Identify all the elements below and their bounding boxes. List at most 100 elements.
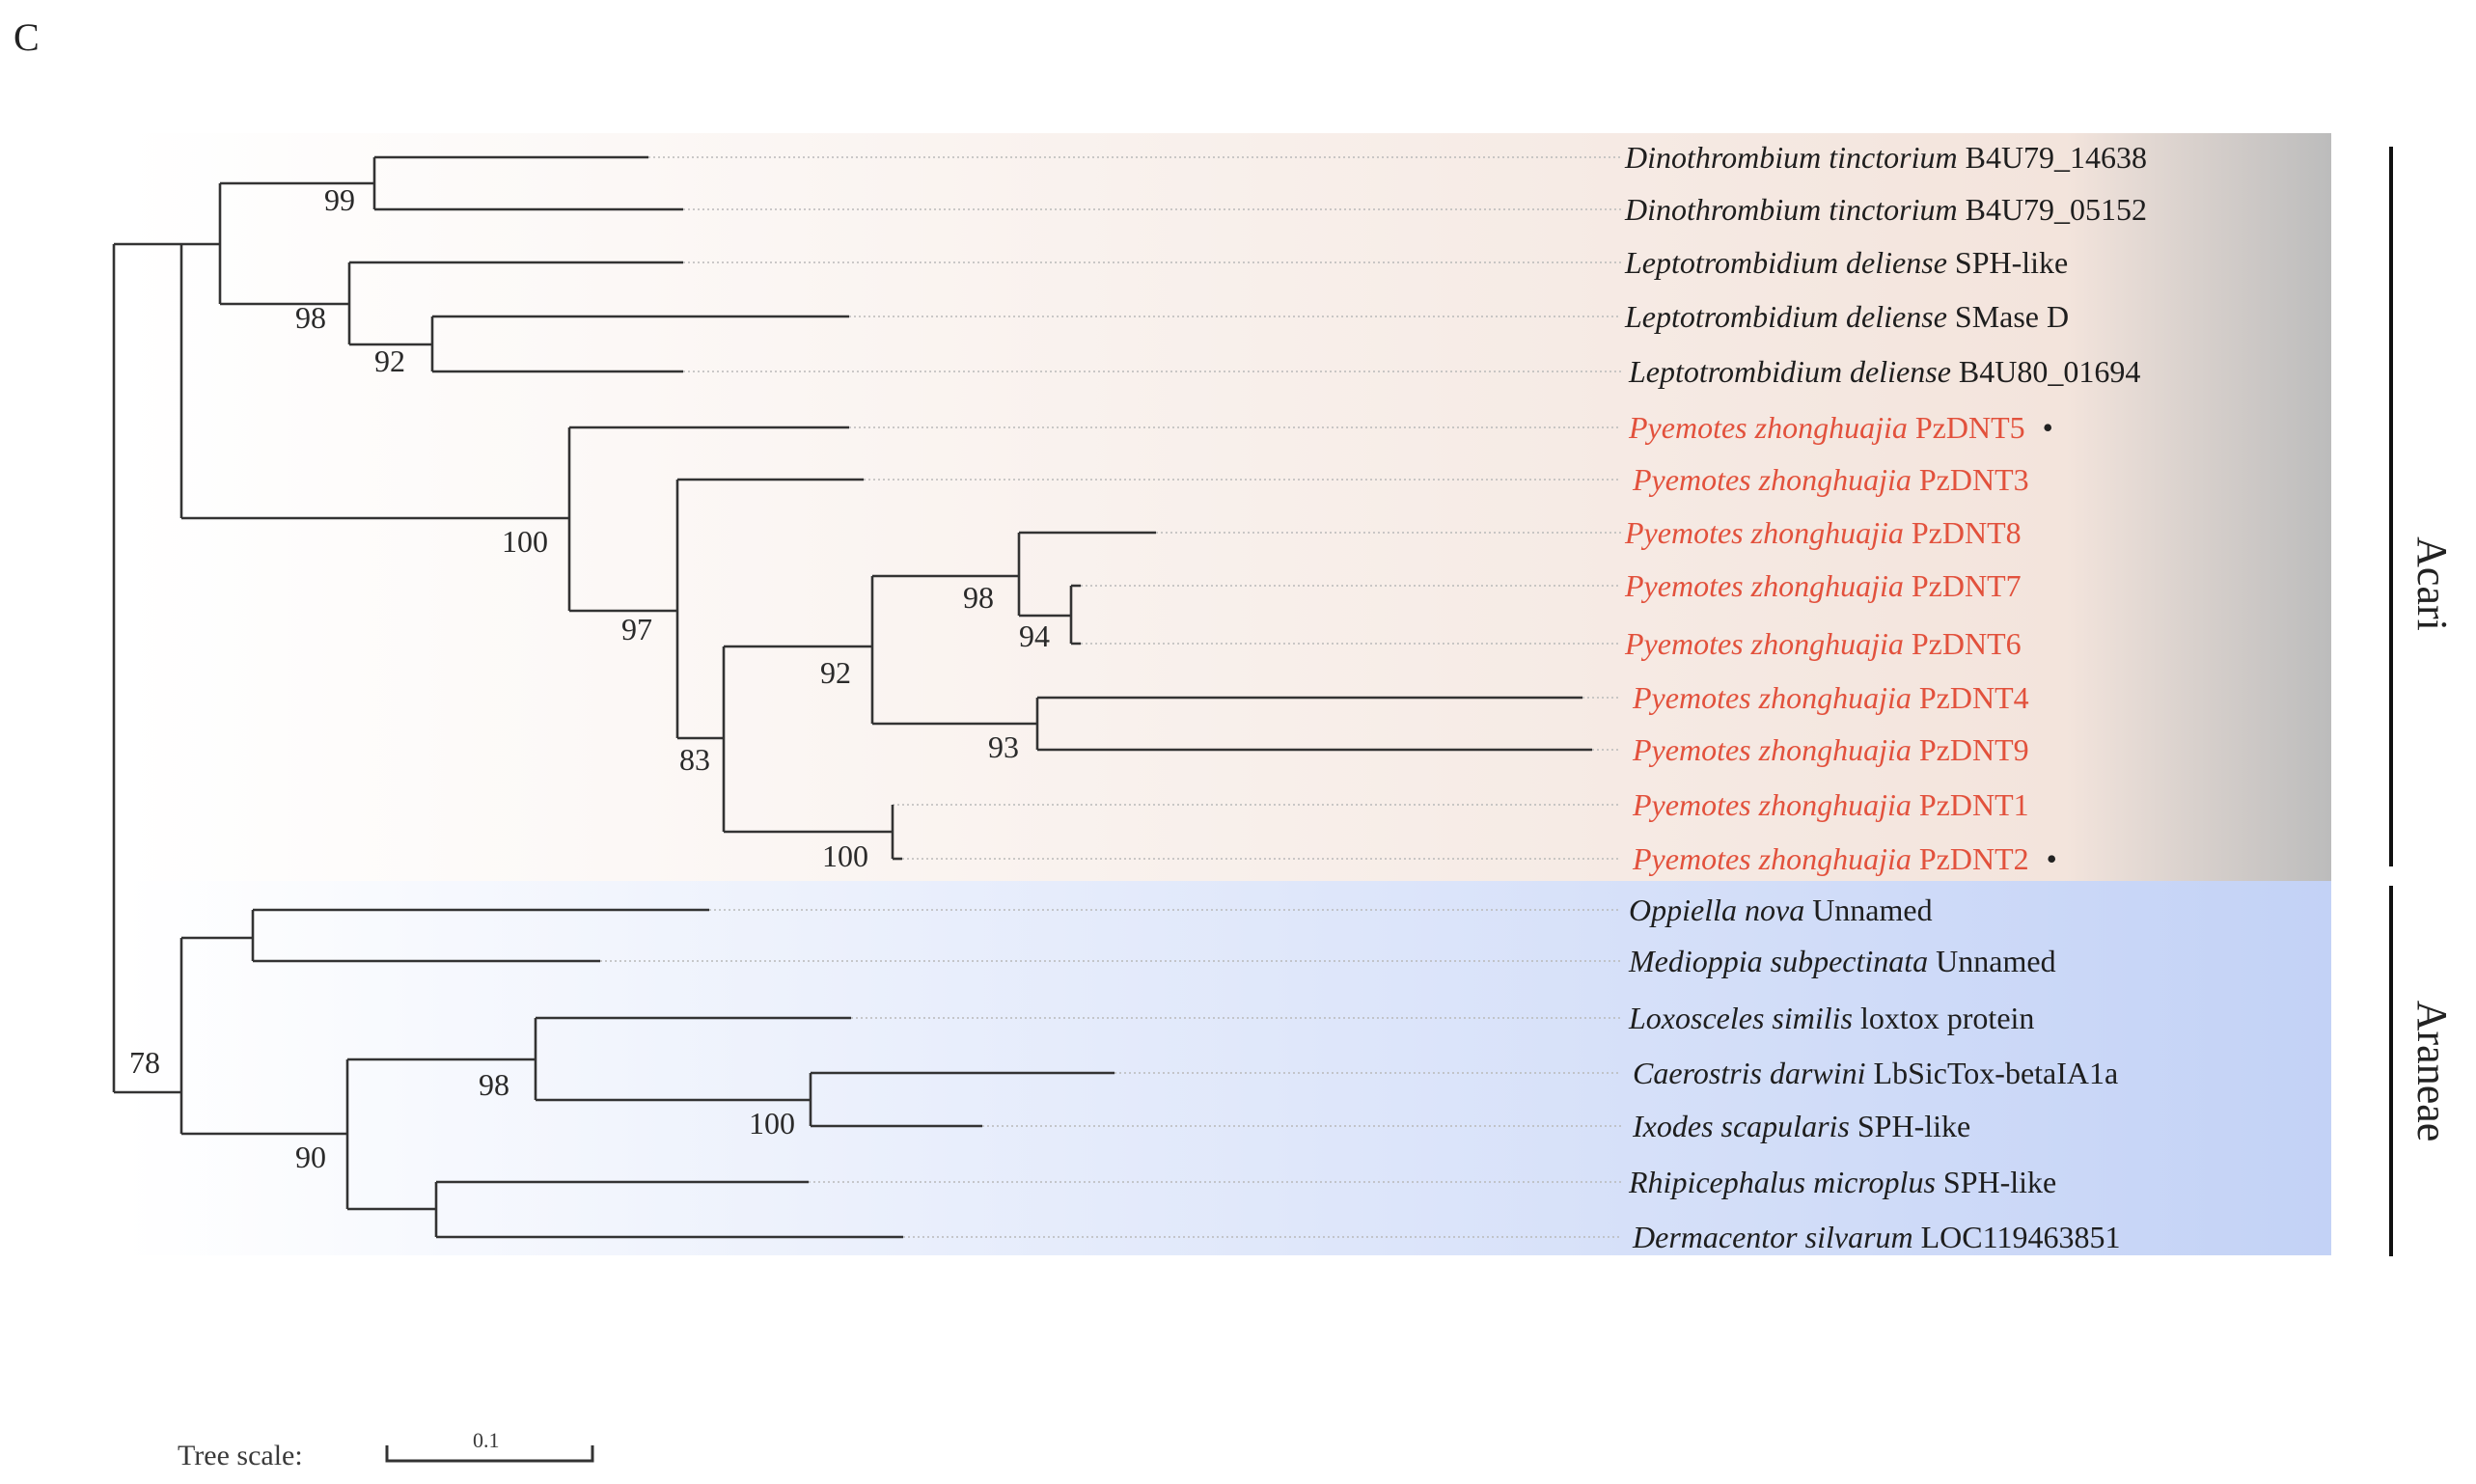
tree-scale-label: Tree scale: [178,1440,303,1471]
branch [1019,531,1156,618]
support-value: 92 [374,344,405,378]
tip-species: Leptotrombidium deliense [1628,354,1951,389]
tip-gene: PzDNT7 [1912,568,2022,603]
tip-species: Leptotrombidium deliense [1624,299,1947,334]
tip-gene: LbSicTox-betaIA1a [1874,1056,2119,1090]
support-value: 100 [502,524,548,559]
tip-gene: Unnamed [1936,944,2055,978]
branch [114,242,181,1094]
tip-labels: Dinothrombium tinctorium B4U79_14638 Din… [1624,140,2147,1254]
support-value: 97 [621,612,652,646]
tip-label: Pyemotes zhonghuajia PzDNT4 [1632,680,2029,715]
tip-gene: Unnamed [1812,893,1932,927]
tip-gene: B4U79_14638 [1966,140,2147,175]
branch [536,1016,851,1102]
branch [436,1180,903,1239]
tip-species: Pyemotes zhonghuajia [1628,410,1908,445]
support-value: 98 [479,1067,509,1102]
tip-gene: B4U80_01694 [1959,354,2140,389]
tip-label: Pyemotes zhonghuajia PzDNT7 [1624,568,2022,603]
tip-label: Leptotrombidium deliense SPH-like [1624,245,2068,280]
tree-scale-bar [385,1445,594,1463]
tip-label: Leptotrombidium deliense SMase D [1624,299,2069,334]
branch [220,181,374,306]
tip-gene: PzDNT2 [1919,841,2029,876]
tip-label: Medioppia subpectinata Unnamed [1628,944,2056,978]
tip-species: Dermacentor silvarum [1632,1220,1913,1254]
tip-species: Medioppia subpectinata [1628,944,1928,978]
tip-species: Oppiella nova [1629,893,1804,927]
tip-species: Caerostris darwini [1633,1056,1866,1090]
tip-marker: • [2047,841,2057,876]
tip-species: Loxosceles similis [1628,1001,1853,1035]
tip-label: Rhipicephalus microplus SPH-like [1628,1165,2056,1199]
branch [347,1058,536,1211]
tip-label: Oppiella nova Unnamed [1629,893,1933,927]
tip-gene: LOC119463851 [1921,1220,2121,1254]
tip-marker: • [2043,410,2053,445]
acari-band [124,133,2331,881]
tip-gene: SPH-like [1943,1165,2056,1199]
support-value: 78 [129,1045,160,1080]
tip-gene: PzDNT1 [1919,787,2029,822]
branch [724,645,893,834]
tip-species: Pyemotes zhonghuajia [1624,568,1904,603]
tip-label: Caerostris darwini LbSicTox-betaIA1a [1633,1056,2118,1090]
branch [181,242,569,520]
tip-gene: PzDNT5 [1915,410,2025,445]
tip-species: Pyemotes zhonghuajia [1632,462,1912,497]
tip-species: Pyemotes zhonghuajia [1624,626,1904,661]
support-value: 98 [295,300,326,335]
branch [811,1071,1114,1128]
tip-species: Dinothrombium tinctorium [1624,140,1958,175]
tip-gene: SPH-like [1857,1109,1970,1143]
tip-species: Ixodes scapularis [1632,1109,1850,1143]
araneae-band [124,881,2331,1255]
tip-label: Pyemotes zhonghuajia PzDNT3 [1632,462,2029,497]
tip-gene: SPH-like [1955,245,2068,280]
support-value: 93 [988,729,1019,764]
tip-species: Pyemotes zhonghuajia [1632,841,1912,876]
support-value: 100 [749,1106,795,1140]
tip-species: Dinothrombium tinctorium [1624,192,1958,227]
clade-label-araneae: Araneae [2408,1001,2456,1142]
support-value: 98 [963,580,994,615]
branch [253,908,709,963]
guide-lines [600,156,1621,1238]
tip-label: Pyemotes zhonghuajia PzDNT2 • [1632,841,2057,876]
branch [432,315,849,373]
tip-gene: B4U79_05152 [1966,192,2147,227]
tip-gene: PzDNT4 [1919,680,2029,715]
tip-label: Dinothrombium tinctorium B4U79_14638 [1624,140,2147,175]
tip-label: Pyemotes zhonghuajia PzDNT5 • [1628,410,2053,445]
support-value: 90 [295,1140,326,1174]
branch [349,261,683,346]
tip-label: Loxosceles similis loxtox protein [1628,1001,2034,1035]
branch [1071,584,1081,646]
panel-letter: C [14,15,40,59]
tip-species: Pyemotes zhonghuajia [1632,732,1912,767]
tip-label: Dermacentor silvarum LOC119463851 [1632,1220,2120,1254]
branch [374,155,683,211]
tip-species: Leptotrombidium deliense [1624,245,1947,280]
clade-label-acari: Acari [2408,536,2456,631]
branch [872,574,1037,726]
support-value: 99 [324,182,355,217]
tip-label: Dinothrombium tinctorium B4U79_05152 [1624,192,2147,227]
tip-label: Pyemotes zhonghuajia PzDNT1 [1632,787,2029,822]
tip-gene: PzDNT9 [1919,732,2029,767]
support-value: 100 [822,838,868,873]
tip-species: Rhipicephalus microplus [1628,1165,1936,1199]
branch [569,426,849,613]
tip-gene: SMase D [1955,299,2069,334]
tip-gene: PzDNT3 [1919,462,2029,497]
branch [1037,696,1592,752]
support-value: 94 [1019,618,1050,653]
tip-label: Pyemotes zhonghuajia PzDNT8 [1624,515,2022,550]
tip-species: Pyemotes zhonghuajia [1632,680,1912,715]
tip-species: Pyemotes zhonghuajia [1624,515,1904,550]
tip-gene: loxtox protein [1860,1001,2034,1035]
support-value: 92 [820,655,851,690]
tip-species: Pyemotes zhonghuajia [1632,787,1912,822]
